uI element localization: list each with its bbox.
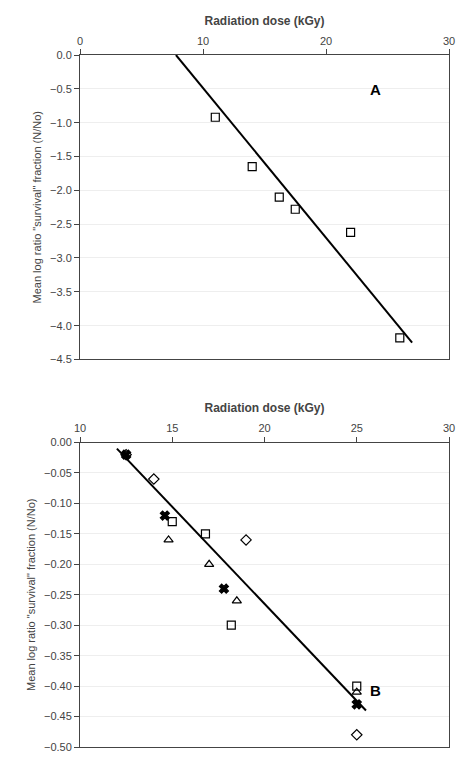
svg-text:10: 10 xyxy=(197,35,209,47)
svg-text:−4.5: −4.5 xyxy=(50,353,72,365)
svg-text:10: 10 xyxy=(74,422,86,434)
svg-text:Mean log ratio "survival" frac: Mean log ratio "survival" fraction (N/No… xyxy=(25,499,37,691)
svg-text:Radiation dose (kGy): Radiation dose (kGy) xyxy=(204,401,324,415)
svg-text:A: A xyxy=(370,81,381,98)
svg-text:−0.20: −0.20 xyxy=(44,558,72,570)
svg-text:0.0: 0.0 xyxy=(57,49,72,61)
svg-text:B: B xyxy=(370,682,381,699)
svg-text:−0.45: −0.45 xyxy=(44,710,72,722)
svg-text:−0.35: −0.35 xyxy=(44,650,72,662)
svg-text:−1.0: −1.0 xyxy=(50,117,72,129)
svg-text:−3.5: −3.5 xyxy=(50,286,72,298)
svg-text:−2.0: −2.0 xyxy=(50,184,72,196)
svg-text:25: 25 xyxy=(351,422,363,434)
svg-text:−0.10: −0.10 xyxy=(44,497,72,509)
svg-text:−0.05: −0.05 xyxy=(44,467,72,479)
svg-text:−3.0: −3.0 xyxy=(50,252,72,264)
svg-text:0: 0 xyxy=(77,35,83,47)
svg-text:−4.0: −4.0 xyxy=(50,320,72,332)
svg-text:−0.5: −0.5 xyxy=(50,83,72,95)
svg-text:Mean log ratio "survival" frac: Mean log ratio "survival" fraction (N/No… xyxy=(31,111,43,303)
svg-text:−0.40: −0.40 xyxy=(44,680,72,692)
svg-text:0.00: 0.00 xyxy=(50,436,71,448)
svg-text:−0.50: −0.50 xyxy=(44,741,72,753)
svg-text:15: 15 xyxy=(166,422,178,434)
svg-text:−0.25: −0.25 xyxy=(44,589,72,601)
svg-text:20: 20 xyxy=(258,422,270,434)
svg-text:−1.5: −1.5 xyxy=(50,150,72,162)
svg-text:Radiation dose (kGy): Radiation dose (kGy) xyxy=(204,14,324,28)
svg-text:30: 30 xyxy=(443,35,455,47)
svg-text:−0.30: −0.30 xyxy=(44,619,72,631)
svg-text:30: 30 xyxy=(443,422,455,434)
svg-text:−0.15: −0.15 xyxy=(44,528,72,540)
svg-text:20: 20 xyxy=(320,35,332,47)
svg-text:−2.5: −2.5 xyxy=(50,218,72,230)
